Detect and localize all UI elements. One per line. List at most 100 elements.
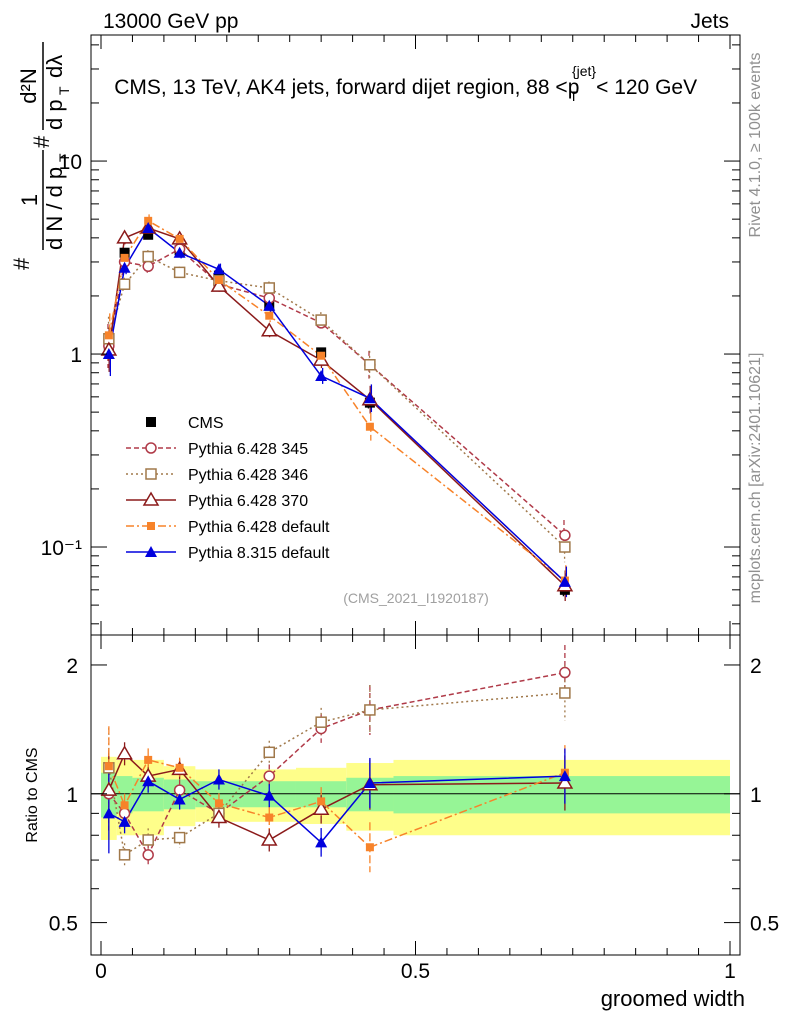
ratio-marker-p346 (315, 716, 327, 728)
series-line-pdef (108, 219, 566, 582)
marker-cms (143, 229, 154, 240)
marker-p370 (210, 277, 228, 292)
marker-p8 (558, 575, 571, 587)
upper-y-tick-label: 10 (59, 151, 82, 174)
legend-marker-p8 (145, 546, 157, 557)
lower-y-tick-label-right: 0.5 (750, 913, 779, 936)
marker-p8 (142, 221, 155, 233)
plot-title-suffix: < 120 GeV (596, 76, 697, 99)
legend-marker-cms (146, 417, 156, 427)
ratio-marker-p8 (263, 789, 276, 801)
lower-y-tick-label-right: 2 (750, 655, 762, 678)
ratio-marker-p346 (142, 834, 154, 846)
marker-p345 (142, 260, 154, 273)
legend-marker-pdef (147, 522, 155, 530)
ratio-uncertainty-bands (91, 756, 740, 840)
lower-y-tick-label-right: 1 (750, 784, 762, 807)
ylabel-dp-T: T (56, 86, 72, 95)
marker-pdef (265, 311, 274, 320)
ratio-marker-p370 (100, 781, 118, 796)
analysis-watermark: (CMS_2021_I1920187) (343, 590, 489, 606)
ratio-marker-p8 (315, 836, 328, 848)
x-tick-label: 1 (724, 960, 736, 983)
plot-title-prefix: CMS, 13 TeV, AK4 jets, forward dijet reg… (114, 76, 568, 99)
mcplots-text: mcplots.cern.ch [arXiv:2401.10621] (747, 353, 764, 604)
ratio-marker-p8 (118, 815, 131, 827)
legend-label-p8: Pythia 8.315 default (188, 545, 330, 562)
legend-marker-p345 (145, 442, 157, 454)
x-tick-label: 0 (95, 960, 107, 983)
marker-p8 (173, 246, 186, 258)
lower-y-tick-label-left: 1 (66, 784, 78, 807)
marker-p346 (364, 358, 376, 371)
ratio-marker-p346 (263, 746, 276, 759)
x-axis-label: groomed width (601, 986, 745, 1011)
ratio-marker-pdef (365, 843, 374, 852)
ratio-marker-p370 (210, 809, 228, 824)
marker-p346 (559, 541, 571, 553)
upper-y-tick-label: 10⁻¹ (41, 537, 82, 560)
marker-p346 (263, 282, 276, 294)
series-lines (108, 219, 566, 857)
marker-p370 (260, 322, 278, 337)
marker-p8 (315, 369, 328, 381)
ratio-marker-p370 (312, 800, 330, 816)
marker-p8 (363, 392, 376, 404)
ratio-marker-p8 (212, 773, 225, 785)
upper-y-tick-label: 1 (70, 344, 82, 367)
ratio-marker-p370 (260, 831, 278, 846)
marker-p8 (212, 263, 225, 275)
ylabel-one: 1 (17, 194, 42, 206)
legend-label-p346: Pythia 6.428 346 (188, 467, 308, 484)
ratio-marker-pdef (104, 762, 113, 771)
ratio-marker-pdef (265, 813, 274, 822)
header-energy: 13000 GeV pp (103, 10, 238, 33)
data-markers (100, 216, 574, 861)
ratio-marker-p8 (102, 807, 115, 819)
legend-label-pdef: Pythia 6.428 default (188, 519, 330, 536)
ylabel-dlambda: dλ (42, 55, 67, 78)
ratio-marker-p370 (116, 745, 133, 760)
ratio-marker-pdef (144, 755, 153, 764)
marker-p346 (118, 278, 131, 290)
ratio-marker-pdef (175, 763, 184, 772)
ylabel-d2N: d²N (16, 68, 41, 103)
marker-pdef (175, 234, 184, 243)
legend-marker-p370 (142, 491, 160, 506)
lower-y-label: Ratio to CMS (24, 747, 41, 842)
ratio-marker-pdef (214, 799, 223, 808)
x-tick-label: 0.5 (401, 960, 430, 983)
marker-p8 (263, 299, 276, 311)
ratio-marker-p8 (142, 775, 155, 787)
ratio-marker-pdef (120, 801, 129, 810)
marker-p346 (173, 266, 186, 279)
marker-p370 (116, 229, 133, 244)
ratio-marker-p346 (118, 849, 131, 861)
series-line-p345 (108, 248, 566, 536)
legend-label-p345: Pythia 6.428 345 (188, 441, 308, 458)
marker-pdef (214, 275, 223, 284)
legend-label-cms: CMS (188, 415, 224, 432)
marker-pdef (365, 422, 374, 431)
ratio-marker-p345 (142, 849, 154, 861)
rivet-version-text: Rivet 4.1.0, ≥ 100k events (747, 53, 764, 238)
marker-p8 (118, 261, 131, 273)
marker-cms (119, 247, 130, 258)
plot-title-sup: {jet} (572, 63, 596, 79)
ylabel-dN: d N / d p (42, 167, 67, 250)
series-line-p346 (108, 255, 566, 548)
ratio-marker-p8 (173, 793, 186, 805)
ylabel-hash2: # (29, 135, 54, 148)
series-line-p370 (108, 227, 566, 587)
plot-title-p: p (568, 76, 580, 99)
plot-title: CMS, 13 TeV, AK4 jets, forward dijet reg… (85, 63, 715, 104)
ratio-line-p345 (108, 671, 566, 857)
marker-p8 (102, 348, 115, 360)
marker-p346 (315, 314, 327, 326)
ratio-marker-p346 (364, 704, 376, 716)
marker-p345 (559, 529, 571, 542)
ylabel-hash: # (9, 257, 34, 270)
marker-pdef (120, 253, 129, 262)
legend: CMS Pythia 6.428 345 Pythia 6.428 346 Pythi… (126, 415, 330, 562)
marker-pdef (317, 351, 326, 360)
